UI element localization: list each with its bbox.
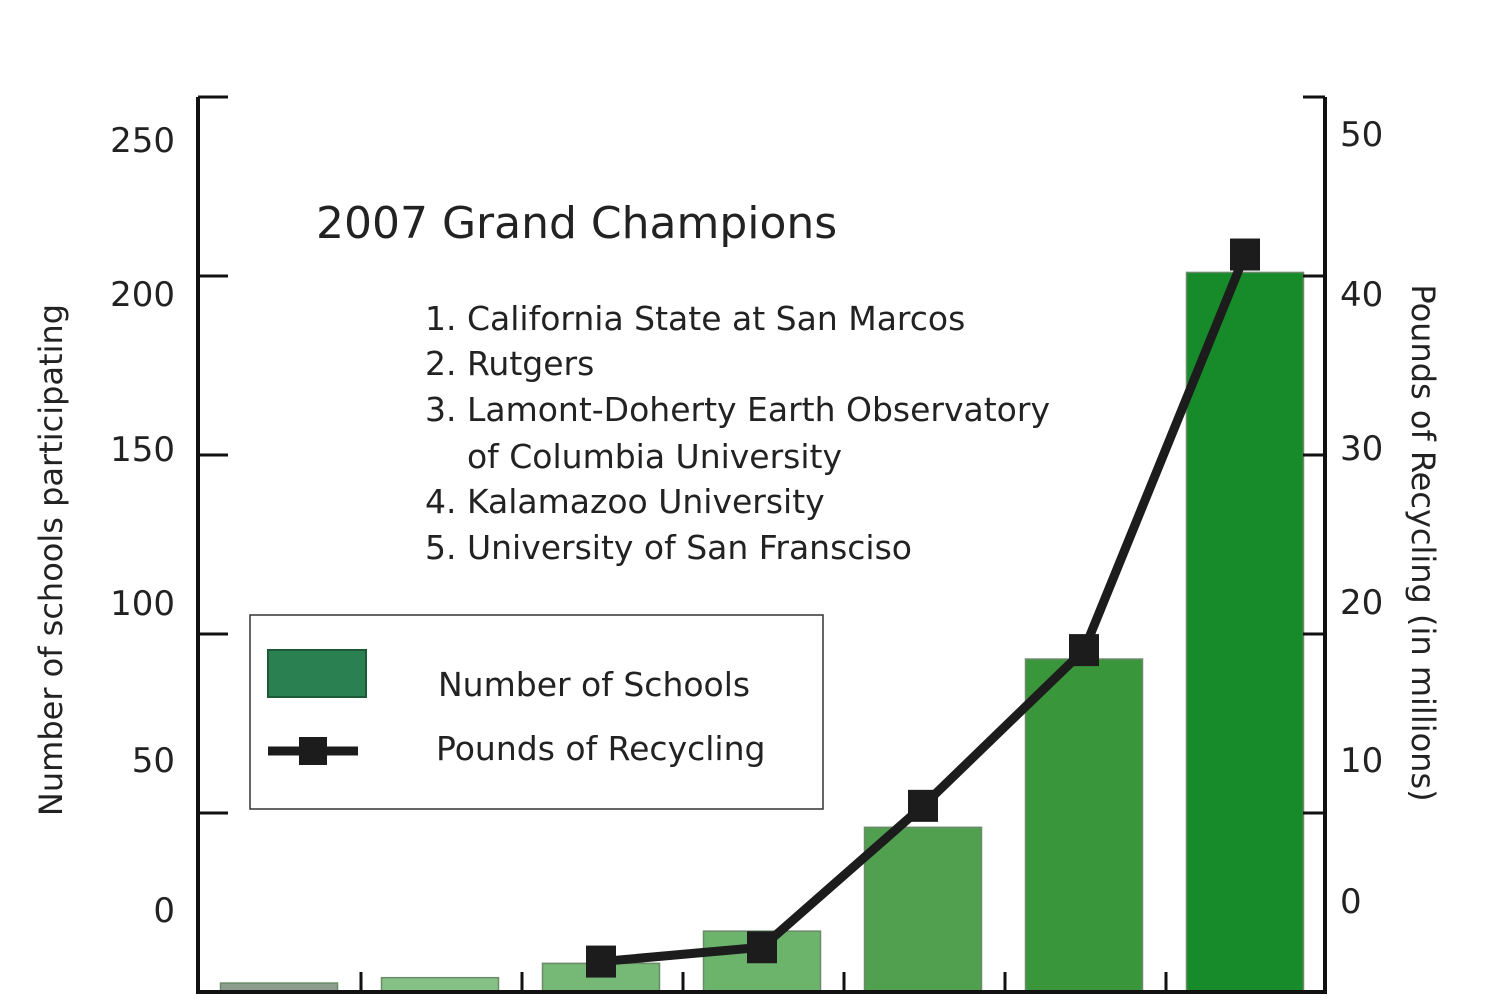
recycling-point bbox=[908, 789, 938, 822]
y2-axis-label: Pounds of Recycling (in millions) bbox=[1404, 284, 1442, 801]
annotation-line: 5. University of San Fransciso bbox=[425, 528, 912, 567]
legend-swatch-bars bbox=[267, 649, 367, 698]
y-tick-label: 150 bbox=[110, 430, 175, 470]
legend-label-line: Pounds of Recycling bbox=[436, 729, 765, 768]
annotation-line: 1. California State at San Marcos bbox=[425, 299, 965, 338]
recycling-point bbox=[586, 945, 616, 978]
recycling-point bbox=[747, 931, 777, 964]
bar-5 bbox=[863, 826, 983, 993]
y2-tick-label: 50 bbox=[1340, 115, 1383, 155]
legend bbox=[249, 614, 824, 810]
y2-tick-label: 10 bbox=[1340, 741, 1383, 781]
y2-tick-label: 20 bbox=[1340, 583, 1383, 623]
y2-tick-label: 40 bbox=[1340, 275, 1383, 315]
bar-2 bbox=[380, 976, 500, 993]
y-tick-label: 0 bbox=[153, 891, 175, 931]
y-tick-label: 200 bbox=[110, 275, 175, 315]
y-tick-label: 50 bbox=[132, 741, 175, 781]
annotation-line: of Columbia University bbox=[425, 437, 842, 476]
y2-tick-label: 30 bbox=[1340, 429, 1383, 469]
y-tick-label: 250 bbox=[110, 121, 175, 161]
legend-swatch-marker bbox=[299, 737, 327, 765]
annotation-line: 2. Rutgers bbox=[425, 344, 594, 383]
recycling-point bbox=[1069, 634, 1099, 667]
annotation-line: 4. Kalamazoo University bbox=[425, 482, 825, 521]
recycling-point bbox=[1230, 238, 1260, 271]
bar-7 bbox=[1185, 271, 1305, 993]
y-axis-label: Number of schools participating bbox=[32, 304, 70, 816]
legend-label-bars: Number of Schools bbox=[438, 665, 750, 704]
annotation-line: 3. Lamont-Doherty Earth Observatory bbox=[425, 390, 1050, 429]
bar-6 bbox=[1024, 658, 1144, 993]
y2-tick-label: 0 bbox=[1340, 882, 1362, 922]
annotation-heading: 2007 Grand Champions bbox=[316, 198, 837, 249]
y-tick-label: 100 bbox=[110, 584, 175, 624]
